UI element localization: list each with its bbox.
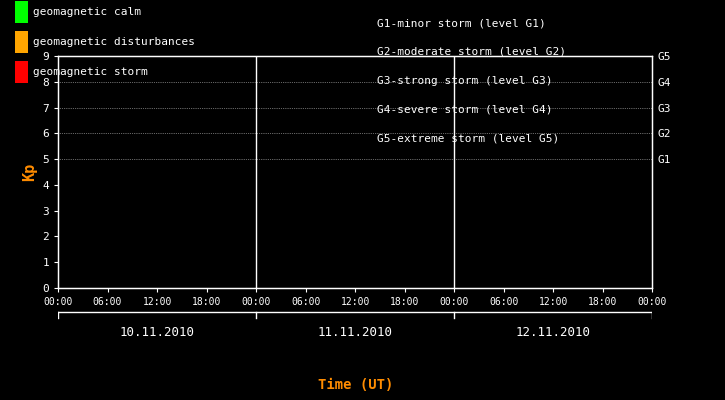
Text: Time (UT): Time (UT)	[318, 378, 393, 392]
Text: G5-extreme storm (level G5): G5-extreme storm (level G5)	[377, 133, 559, 143]
Text: G3-strong storm (level G3): G3-strong storm (level G3)	[377, 76, 552, 86]
Text: geomagnetic storm: geomagnetic storm	[33, 67, 147, 77]
Text: G4-severe storm (level G4): G4-severe storm (level G4)	[377, 104, 552, 114]
Y-axis label: Kp: Kp	[22, 163, 37, 181]
Text: 10.11.2010: 10.11.2010	[120, 326, 194, 338]
Text: geomagnetic disturbances: geomagnetic disturbances	[33, 37, 194, 47]
Text: 11.11.2010: 11.11.2010	[318, 326, 393, 338]
Text: G2-moderate storm (level G2): G2-moderate storm (level G2)	[377, 47, 566, 57]
Text: geomagnetic calm: geomagnetic calm	[33, 7, 141, 17]
Text: 12.11.2010: 12.11.2010	[516, 326, 591, 338]
Text: G1-minor storm (level G1): G1-minor storm (level G1)	[377, 18, 546, 28]
